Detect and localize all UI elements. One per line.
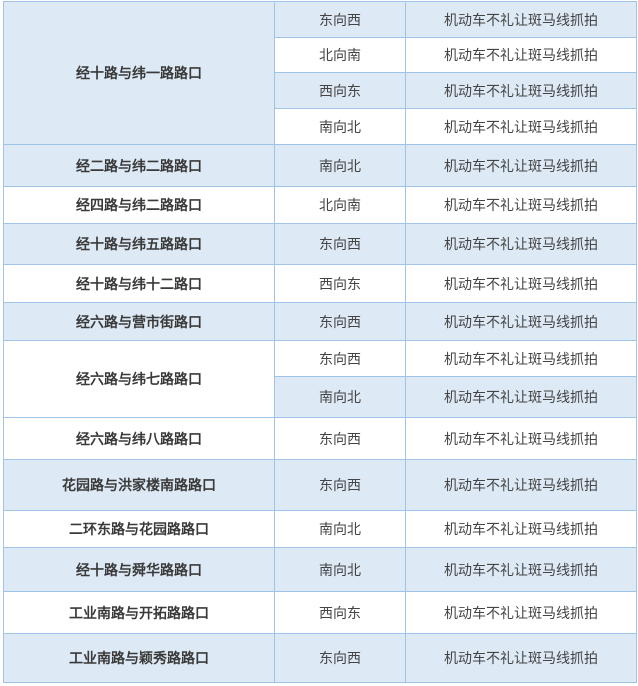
intersection-camera-table: 经十路与纬一路路口 东向西 机动车不礼让斑马线抓拍 北向南 机动车不礼让斑马线抓拍 西向东…	[3, 1, 637, 683]
direction-cell: 东向西	[274, 223, 406, 265]
direction-cell: 西向东	[274, 591, 406, 634]
event-cell: 机动车不礼让斑马线抓拍	[405, 302, 637, 341]
event-cell: 机动车不礼让斑马线抓拍	[405, 376, 637, 418]
event-cell: 机动车不礼让斑马线抓拍	[405, 547, 637, 592]
direction-cell: 南向北	[274, 108, 406, 145]
event-cell: 机动车不礼让斑马线抓拍	[405, 340, 637, 377]
direction-cell: 南向北	[274, 144, 406, 187]
location-cell: 二环东路与花园路路口	[3, 510, 275, 548]
direction-cell: 南向北	[274, 547, 406, 592]
direction-cell: 北向南	[274, 37, 406, 73]
event-cell: 机动车不礼让斑马线抓拍	[405, 144, 637, 187]
location-cell: 经二路与纬二路路口	[3, 144, 275, 187]
table-row: 南向北 机动车不礼让斑马线抓拍	[4, 108, 637, 145]
direction-cell: 南向北	[274, 510, 406, 548]
table-row: 经二路与纬二路路口 南向北 机动车不礼让斑马线抓拍	[3, 144, 637, 187]
location-cell: 经六路与纬八路路口	[3, 417, 275, 460]
location-cell: 经四路与纬二路路口	[3, 186, 275, 224]
direction-cell: 北向南	[274, 186, 406, 224]
location-cell: 经六路与纬七路路口	[3, 340, 275, 418]
direction-cell: 东向西	[274, 417, 406, 460]
location-cell: 经十路与纬五路路口	[3, 223, 275, 265]
direction-cell: 东向西	[274, 302, 406, 341]
direction-cell: 东向西	[274, 459, 406, 511]
table-row: 经十路与纬五路路口 东向西 机动车不礼让斑马线抓拍	[3, 223, 637, 265]
direction-cell: 东向西	[274, 1, 406, 38]
table-row: 工业南路与颖秀路路口 东向西 机动车不礼让斑马线抓拍	[3, 633, 637, 683]
table-row: 南向北 机动车不礼让斑马线抓拍	[4, 376, 637, 418]
event-cell: 机动车不礼让斑马线抓拍	[405, 417, 637, 460]
table-row: 二环东路与花园路路口 南向北 机动车不礼让斑马线抓拍	[3, 510, 637, 548]
direction-cell: 西向东	[274, 264, 406, 303]
table-row: 经六路与纬八路路口 东向西 机动车不礼让斑马线抓拍	[3, 417, 637, 460]
event-cell: 机动车不礼让斑马线抓拍	[405, 186, 637, 224]
location-cell: 经十路与纬一路路口	[3, 1, 275, 145]
table-row: 经十路与纬十二路口 西向东 机动车不礼让斑马线抓拍	[3, 264, 637, 303]
event-cell: 机动车不礼让斑马线抓拍	[405, 108, 637, 145]
direction-cell: 西向东	[274, 72, 406, 109]
event-cell: 机动车不礼让斑马线抓拍	[405, 510, 637, 548]
location-cell: 工业南路与开拓路路口	[3, 591, 275, 634]
event-cell: 机动车不礼让斑马线抓拍	[405, 459, 637, 511]
direction-cell: 南向北	[274, 376, 406, 418]
location-cell: 花园路与洪家楼南路路口	[3, 459, 275, 511]
event-cell: 机动车不礼让斑马线抓拍	[405, 591, 637, 634]
location-cell: 经六路与营市街路口	[3, 302, 275, 341]
location-cell: 经十路与舜华路路口	[3, 547, 275, 592]
table-row: 西向东 机动车不礼让斑马线抓拍	[4, 72, 637, 109]
table-row: 经十路与纬一路路口 东向西 机动车不礼让斑马线抓拍	[3, 1, 637, 145]
event-cell: 机动车不礼让斑马线抓拍	[405, 37, 637, 73]
table-row: 工业南路与开拓路路口 西向东 机动车不礼让斑马线抓拍	[3, 591, 637, 634]
table-row: 经六路与纬七路路口 东向西 机动车不礼让斑马线抓拍	[3, 340, 637, 418]
event-cell: 机动车不礼让斑马线抓拍	[405, 264, 637, 303]
event-cell: 机动车不礼让斑马线抓拍	[405, 223, 637, 265]
direction-cell: 东向西	[274, 340, 406, 377]
event-cell: 机动车不礼让斑马线抓拍	[405, 1, 637, 38]
event-cell: 机动车不礼让斑马线抓拍	[405, 72, 637, 109]
event-cell: 机动车不礼让斑马线抓拍	[405, 633, 637, 683]
direction-cell: 东向西	[274, 633, 406, 683]
table-row: 经十路与舜华路路口 南向北 机动车不礼让斑马线抓拍	[3, 547, 637, 592]
table-row: 经六路与营市街路口 东向西 机动车不礼让斑马线抓拍	[3, 302, 637, 341]
location-cell: 经十路与纬十二路口	[3, 264, 275, 303]
location-cell: 工业南路与颖秀路路口	[3, 633, 275, 683]
table-row: 经四路与纬二路路口 北向南 机动车不礼让斑马线抓拍	[3, 186, 637, 224]
table-row: 花园路与洪家楼南路路口 东向西 机动车不礼让斑马线抓拍	[3, 459, 637, 511]
table-row: 北向南 机动车不礼让斑马线抓拍	[4, 37, 637, 73]
